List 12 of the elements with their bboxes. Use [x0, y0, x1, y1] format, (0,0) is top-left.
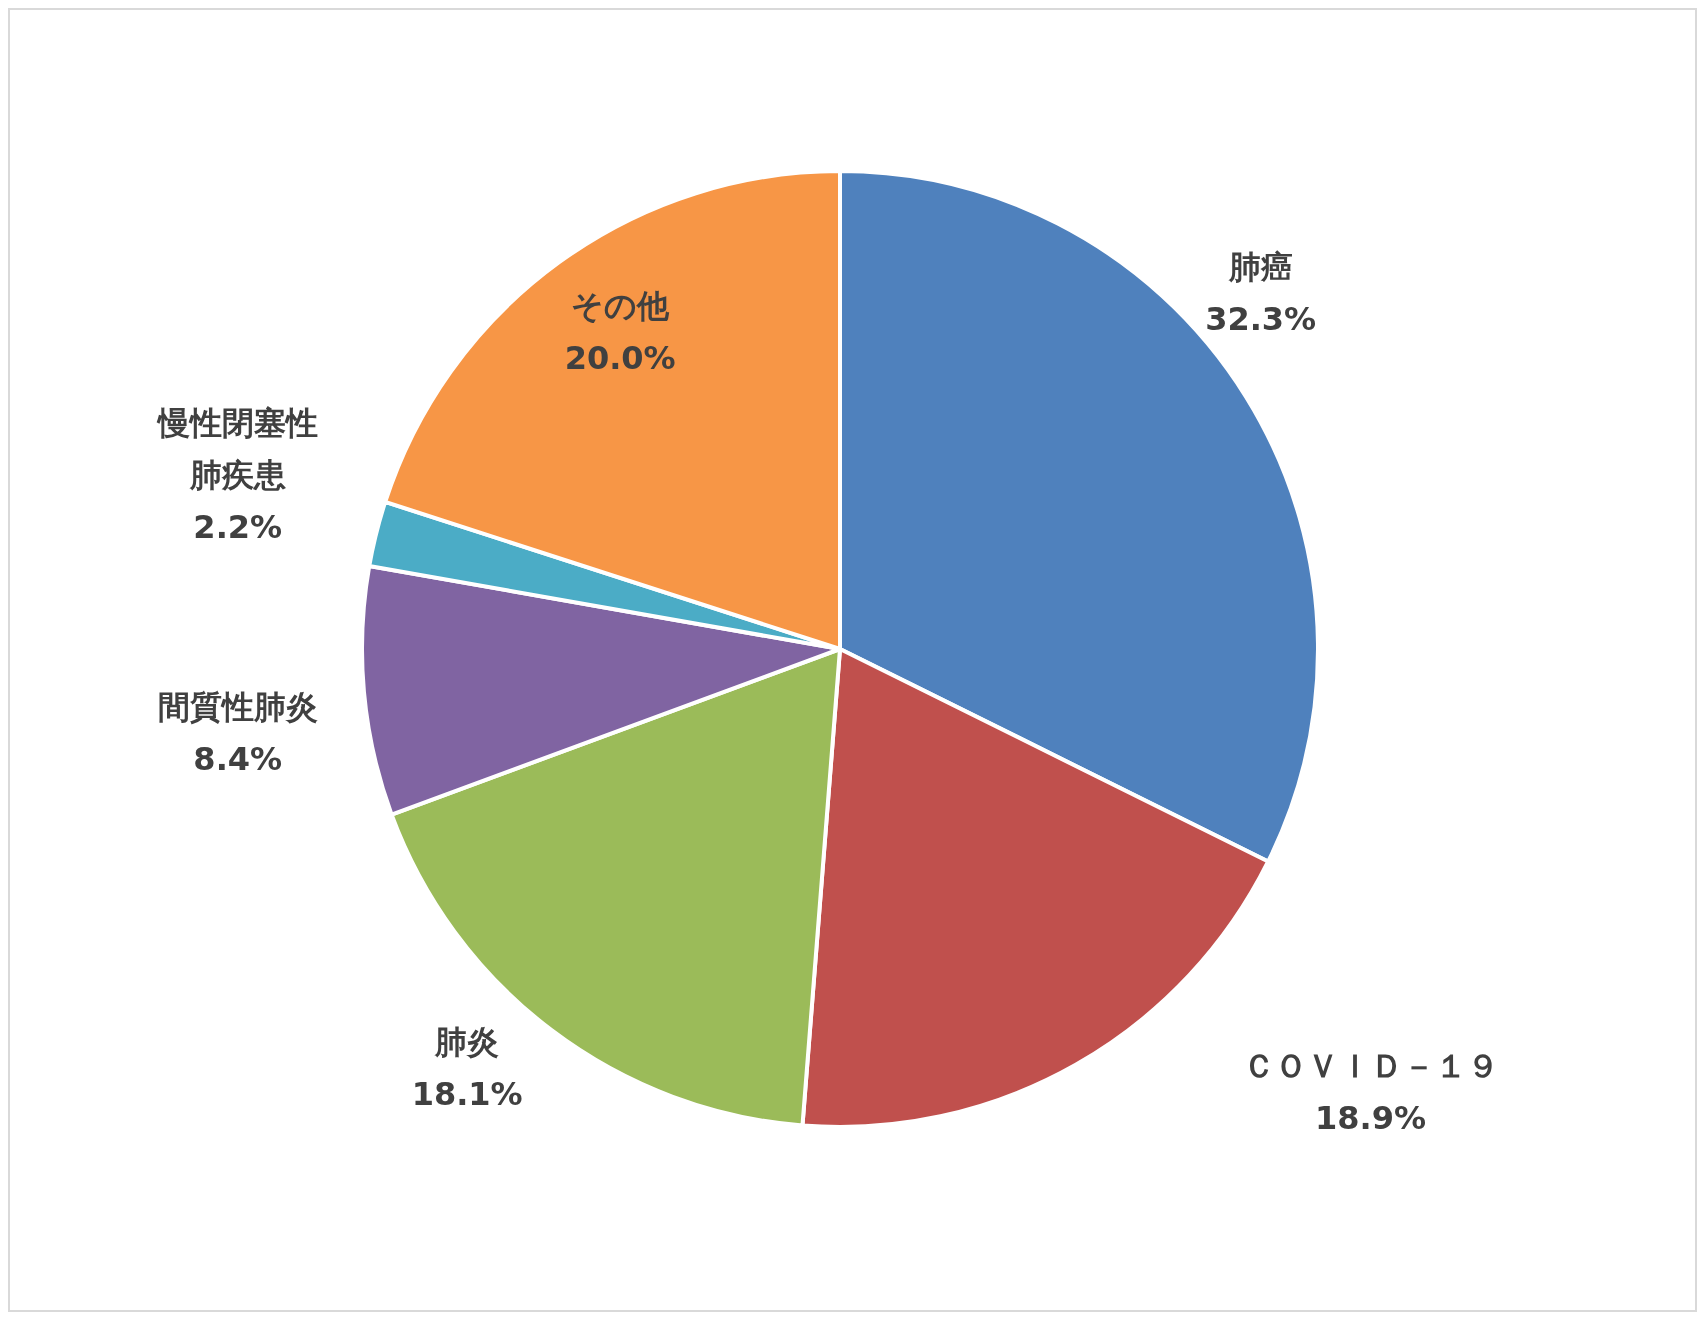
data-label: 32.3%	[1205, 300, 1317, 339]
data-label: 18.9%	[1315, 1098, 1427, 1137]
slice-label: 慢性閉塞性肺疾患	[155, 403, 318, 494]
slice-label: 肺炎	[434, 1022, 500, 1061]
data-label: 8.4%	[193, 740, 283, 779]
data-label: 20.0%	[564, 338, 676, 377]
slice-label: ＣＯＶＩＤ－１９	[1242, 1046, 1499, 1085]
data-label: 18.1%	[411, 1074, 523, 1113]
data-label: 2.2%	[193, 507, 283, 546]
slice-label: 肺癌	[1227, 248, 1293, 287]
slice-label: その他	[571, 286, 671, 325]
slice-label: 間質性肺炎	[157, 688, 318, 727]
